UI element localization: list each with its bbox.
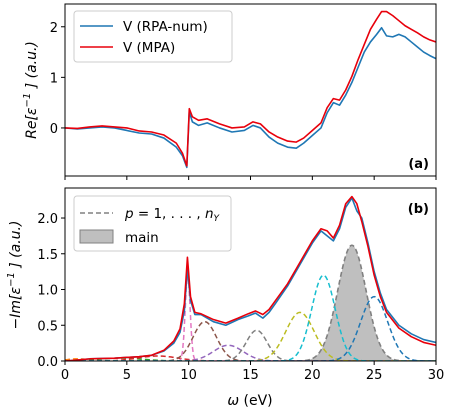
x-tick-label: 30: [428, 368, 445, 383]
series-line-mpa: [65, 10, 436, 167]
legend-swatch-main: [79, 229, 114, 244]
panel-a: 0 1 2 Re[ε−1 ] (a.u.) (a) V (RPA-num) V (M…: [22, 3, 437, 180]
panel-a-legend: V (RPA-num) V (MPA): [73, 10, 233, 63]
x-tick-label: 20: [304, 368, 321, 383]
y-tick-label: 2.0: [37, 212, 58, 227]
panel-b-ticks: 0 5 10 15 20 25 30 0.0 0.5 1.0 1.5 2.0: [37, 212, 444, 383]
x-tick-label: 25: [366, 368, 383, 383]
panel-b-ylabel: −Im[ε−1 ] (a.u.): [6, 221, 24, 330]
panel-b-xlabel: ω (eV): [227, 393, 272, 409]
y-tick-label: 1: [50, 71, 58, 86]
panel-a-tag: (a): [408, 157, 429, 172]
panel-a-legend-box: [73, 10, 233, 63]
series-line-mpa: [65, 195, 436, 361]
y-tick-label: 1.5: [37, 248, 58, 263]
y-tick-label: 2: [50, 21, 58, 36]
main-mode-edge: [65, 244, 436, 361]
panel-b-tag: (b): [408, 202, 429, 217]
legend-label-modes: p = 1, . . . , nY: [124, 206, 221, 224]
panel-b-legend: p = 1, . . . , nY main: [73, 195, 232, 252]
legend-label-rpa: V (RPA-num): [123, 19, 208, 35]
y-tick-label: 0: [50, 122, 58, 137]
legend-label-mpa: V (MPA): [123, 40, 175, 56]
x-tick-label: 10: [180, 368, 197, 383]
panel-a-data: [65, 10, 436, 169]
panel-b: 0 5 10 15 20 25 30 0.0 0.5 1.0 1.5 2.0 −Im[ε−1 ] (a…: [6, 187, 444, 409]
panel-a-ylabel: Re[ε−1 ] (a.u.): [22, 41, 40, 139]
series-mode-blue: [65, 295, 436, 361]
legend-label-main: main: [125, 230, 159, 246]
y-tick-label: 0.5: [37, 319, 58, 334]
main-mode-fill: [65, 245, 436, 361]
y-tick-label: 0.0: [37, 355, 58, 370]
x-tick-label: 15: [242, 368, 259, 383]
x-tick-label: 5: [123, 368, 131, 383]
series-line-rpa: [65, 26, 436, 169]
y-tick-label: 1.0: [37, 284, 58, 299]
x-tick-label: 0: [61, 368, 69, 383]
panel-a-ticks: 0 1 2: [50, 21, 437, 180]
